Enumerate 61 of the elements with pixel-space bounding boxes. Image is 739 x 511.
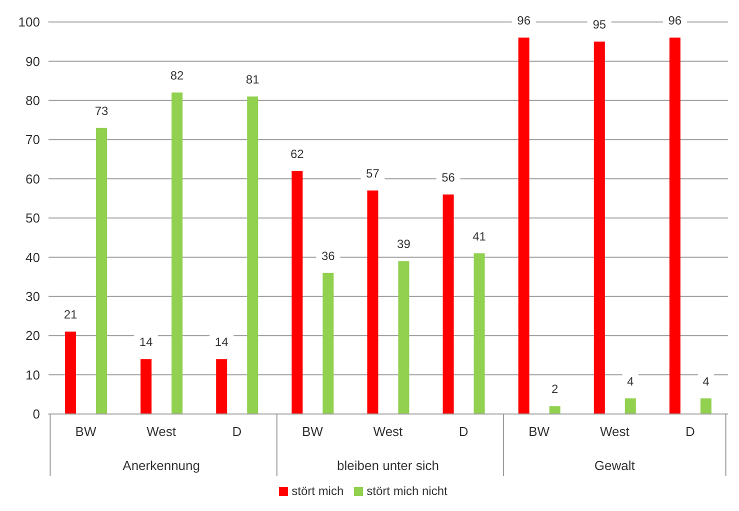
data-label: 21 [64,308,78,322]
bar [322,272,334,414]
y-tick-label: 40 [26,250,40,265]
x-tick-label: D [686,424,695,439]
x-tick-label: BW [528,424,550,439]
data-label: 2 [551,382,558,396]
legend-label: stört mich nicht [366,484,448,498]
y-tick-label: 60 [26,171,40,186]
bar [669,38,680,414]
bar [398,261,410,414]
bar [96,128,107,414]
bar [247,96,258,414]
legend-label: stört mich [292,484,344,498]
bar [442,194,454,414]
y-tick-label: 30 [26,289,40,304]
bar [474,253,485,414]
data-label: 36 [321,248,336,263]
x-tick-label: D [458,424,468,439]
data-label: 62 [290,146,304,161]
y-tick-label: 20 [26,328,40,344]
x-tick-label: West [600,424,630,439]
data-label: 4 [627,374,634,388]
bar [594,42,605,414]
x-tick-label: West [146,424,176,439]
x-tick-label: BW [302,424,324,439]
data-label: 41 [472,229,486,244]
data-label: 14 [139,335,154,350]
data-label: 39 [397,237,411,252]
data-label: 57 [366,166,380,181]
bar [518,38,530,414]
data-label: 82 [170,68,184,83]
bar [292,170,303,414]
data-label: 95 [592,18,606,32]
x-tick-label: D [232,424,242,439]
y-tick-label: 70 [26,132,40,148]
bar [140,359,152,414]
x-tick-label: BW [75,424,97,439]
bar [624,398,636,414]
data-label: 56 [442,170,456,184]
bar [65,332,76,414]
y-tick-label: 90 [26,54,40,69]
text: bleiben unter sich [337,458,439,473]
data-label: 73 [94,104,108,118]
data-label: 96 [668,14,682,28]
bar [216,359,228,414]
y-tick-label: 50 [26,210,40,226]
x-tick-label: West [373,424,404,439]
bar [549,406,560,414]
bar [700,398,712,414]
y-tick-label: 10 [26,367,40,382]
y-tick-label: 0 [32,406,40,422]
data-label: 81 [246,72,260,86]
y-tick-label: 80 [26,93,40,108]
text: Gewalt [594,458,636,473]
bar [172,92,183,414]
data-label: 14 [214,335,229,350]
text: Anerkennung [122,458,200,473]
data-label: 4 [702,374,710,388]
bar [367,190,378,414]
data-label: 96 [517,14,531,28]
y-tick-label: 100 [18,14,40,30]
